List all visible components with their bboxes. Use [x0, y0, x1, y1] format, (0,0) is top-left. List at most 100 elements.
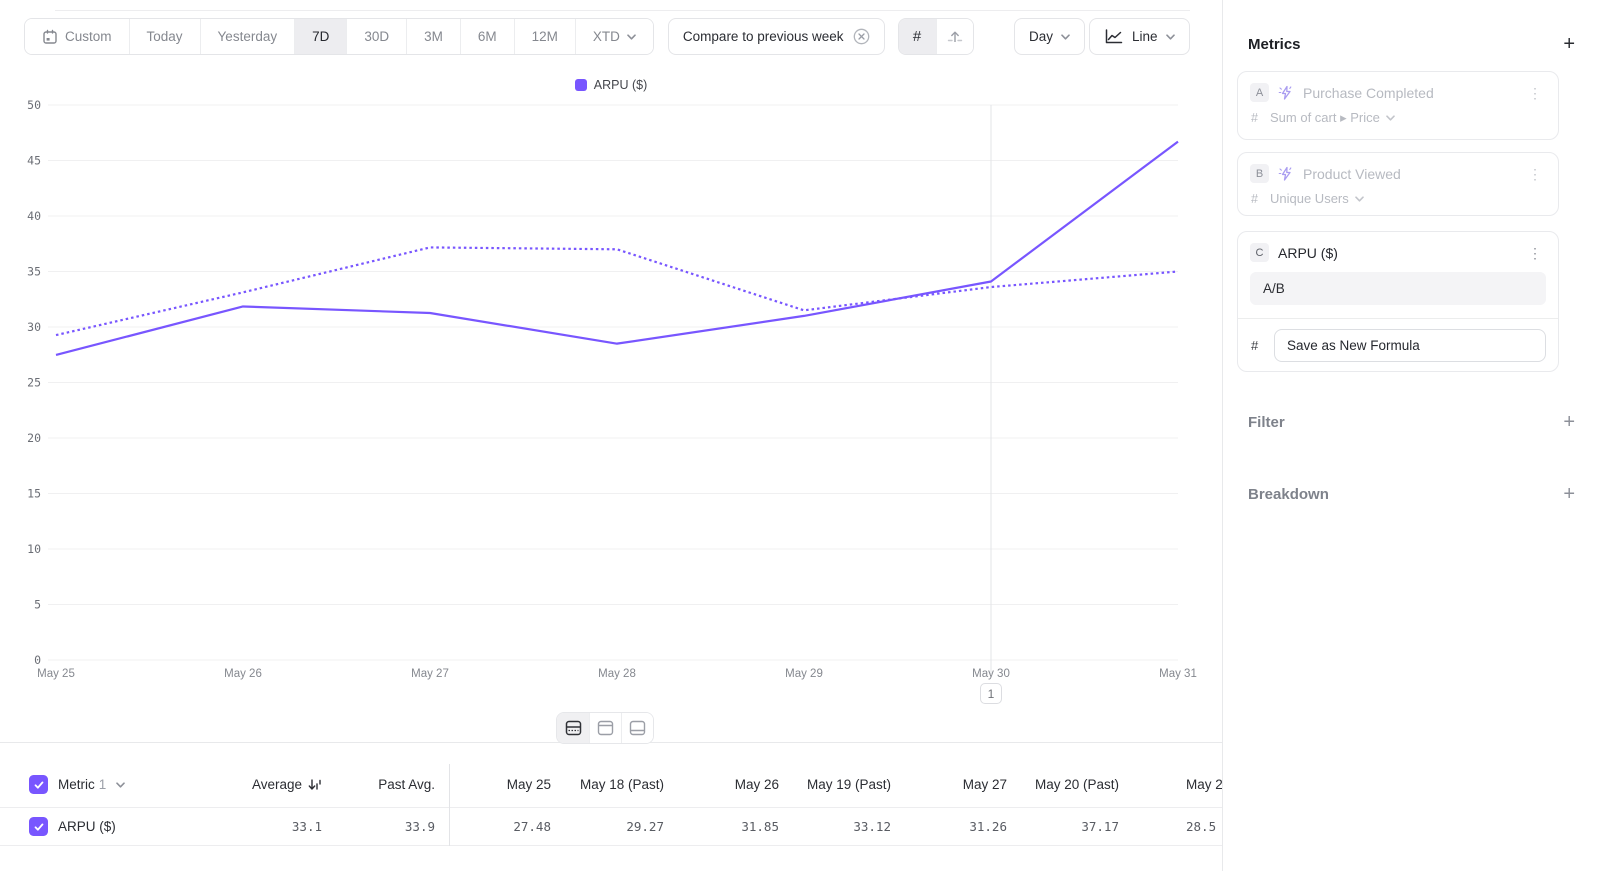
formula-input[interactable]: A/B	[1250, 272, 1546, 305]
calendar-icon	[43, 29, 57, 44]
column-header-may20-past[interactable]: May 20 (Past)	[1034, 777, 1119, 792]
chart-type-dropdown[interactable]: Line	[1089, 18, 1190, 55]
overlay-toggle-group: #	[897, 18, 974, 55]
column-header-past-avg[interactable]: Past Avg.	[378, 777, 435, 792]
remove-compare-icon[interactable]	[853, 28, 870, 45]
filter-section-header: Filter +	[1248, 412, 1575, 432]
column-header-truncated[interactable]: May 2	[1186, 777, 1222, 792]
range-xtd-button[interactable]: XTD	[575, 19, 653, 54]
layout-chart-button[interactable]	[589, 713, 621, 743]
svg-text:40: 40	[27, 209, 41, 223]
metric-more-menu-icon[interactable]: ⋮	[1528, 84, 1542, 101]
chart-type-value: Line	[1132, 29, 1158, 44]
breakdown-section-header: Breakdown +	[1248, 484, 1575, 504]
number-type-icon: #	[1251, 338, 1259, 353]
metric-name[interactable]: Product Viewed	[1303, 165, 1401, 182]
compare-chip[interactable]: Compare to previous week	[667, 18, 885, 55]
column-header-average[interactable]: Average	[230, 777, 322, 792]
legend-label[interactable]: ARPU ($)	[593, 78, 648, 92]
save-formula-button[interactable]: Save as New Formula	[1274, 329, 1546, 362]
range-30d-button[interactable]: 30D	[347, 19, 408, 54]
date-range-group: Custom Today Yesterday 7D 30D 3M 6M 12M …	[24, 18, 654, 55]
check-icon	[34, 823, 43, 831]
sort-descending-icon	[308, 779, 321, 790]
cell-may20-past: 37.17	[1081, 819, 1119, 834]
cell-may25: 27.48	[513, 819, 551, 834]
annotation-marker[interactable]: 1	[980, 683, 1002, 704]
split-view-icon	[565, 720, 581, 736]
line-chart-icon	[1105, 29, 1123, 44]
table-view-icon	[629, 720, 646, 736]
row-metric-name[interactable]: ARPU ($)	[58, 819, 116, 834]
metrics-section-header: Metrics +	[1248, 34, 1575, 54]
row-checkbox[interactable]	[29, 817, 48, 836]
card-divider	[1238, 318, 1558, 319]
svg-text:May 26: May 26	[224, 668, 262, 680]
metric-card-b[interactable]: B Product Viewed ⋮ # Unique Users	[1237, 152, 1559, 216]
custom-event-icon	[1278, 166, 1292, 181]
metric-letter-badge: B	[1250, 164, 1269, 183]
layout-table-button[interactable]	[621, 713, 653, 743]
metric-name[interactable]: Purchase Completed	[1303, 84, 1434, 101]
metric-card-a[interactable]: A Purchase Completed ⋮ # Sum of cart ▸ P…	[1237, 71, 1559, 140]
add-metric-button[interactable]: +	[1563, 33, 1575, 55]
filter-title: Filter	[1248, 413, 1285, 431]
svg-text:May 28: May 28	[598, 668, 636, 680]
check-icon	[34, 781, 43, 789]
layout-toggle-group	[556, 712, 654, 744]
breakdown-title: Breakdown	[1248, 485, 1329, 503]
query-sidebar: Metrics + A Purchase Completed ⋮ # Sum o…	[1222, 0, 1600, 871]
metric-column-header[interactable]: Metric 1	[58, 777, 107, 792]
legend-swatch	[574, 79, 587, 91]
layout-split-button[interactable]	[557, 713, 589, 743]
column-header-may18-past[interactable]: May 18 (Past)	[579, 777, 664, 792]
range-3m-button[interactable]: 3M	[407, 19, 461, 54]
svg-text:May 29: May 29	[785, 668, 823, 680]
svg-text:May 30: May 30	[972, 668, 1010, 680]
range-7d-button[interactable]: 7D	[295, 19, 348, 54]
granularity-control: Day	[1014, 18, 1086, 55]
number-type-icon: #	[1251, 191, 1258, 206]
metric-name[interactable]: ARPU ($)	[1278, 244, 1338, 261]
cell-may18-past: 29.27	[626, 819, 664, 834]
line-chart[interactable]: 0 5 10 15 20 25 30 35 40 45 50 May 25 May 26 May 27 Ma…	[0, 85, 1222, 715]
chart-legend: ARPU ($)	[0, 78, 1222, 92]
column-header-may27[interactable]: May 27	[962, 777, 1007, 792]
metrics-table: Metric 1 Average Past Avg. May 25 M	[0, 762, 1222, 846]
svg-text:30: 30	[27, 320, 41, 334]
range-6m-button[interactable]: 6M	[460, 19, 515, 54]
cell-average: 33.1	[291, 819, 322, 834]
chevron-down-icon	[1165, 33, 1175, 40]
svg-text:20: 20	[27, 431, 41, 445]
metric-measure-dropdown[interactable]: Sum of cart ▸ Price	[1270, 110, 1395, 126]
chevron-down-icon	[1061, 33, 1070, 40]
annotations-toggle[interactable]	[935, 19, 973, 54]
metric-more-menu-icon[interactable]: ⋮	[1528, 165, 1542, 182]
metric-more-menu-icon[interactable]: ⋮	[1528, 244, 1542, 261]
hash-icon: #	[912, 28, 922, 45]
annotation-flag-icon	[947, 30, 962, 42]
chevron-down-icon	[116, 781, 126, 788]
metric-card-c[interactable]: C ARPU ($) ⋮ A/B # Save as New Formula	[1237, 231, 1559, 372]
table-column-divider	[449, 764, 450, 846]
metric-measure-dropdown[interactable]: Unique Users	[1270, 191, 1364, 206]
add-filter-button[interactable]: +	[1563, 411, 1575, 433]
range-custom-button[interactable]: Custom	[25, 19, 130, 54]
select-all-checkbox[interactable]	[29, 775, 48, 794]
granularity-dropdown[interactable]: Day	[1014, 18, 1086, 55]
range-12m-button[interactable]: 12M	[514, 19, 576, 54]
column-header-may19-past[interactable]: May 19 (Past)	[806, 777, 891, 792]
column-header-may25[interactable]: May 25	[506, 777, 551, 792]
range-today-button[interactable]: Today	[129, 19, 201, 54]
svg-text:May 25: May 25	[37, 668, 75, 680]
metric-letter-badge: C	[1250, 243, 1269, 262]
gridlines-toggle[interactable]: #	[898, 19, 936, 54]
column-header-may26[interactable]: May 26	[734, 777, 779, 792]
range-yesterday-button[interactable]: Yesterday	[200, 19, 296, 54]
svg-text:5: 5	[34, 598, 41, 612]
cell-may26: 31.85	[741, 819, 779, 834]
add-breakdown-button[interactable]: +	[1563, 483, 1575, 505]
metrics-title: Metrics	[1248, 35, 1301, 53]
chevron-down-icon	[1386, 115, 1395, 121]
